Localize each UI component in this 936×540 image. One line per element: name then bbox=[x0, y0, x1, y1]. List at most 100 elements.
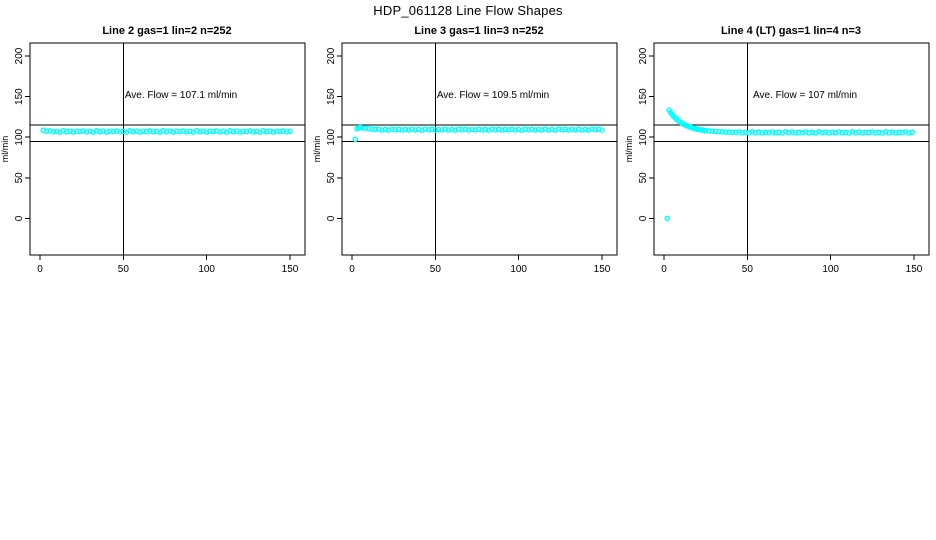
ave-flow-annotation: Ave. Flow = 107 ml/min bbox=[753, 90, 857, 101]
data-point bbox=[709, 128, 716, 135]
data-point bbox=[240, 128, 247, 135]
data-point bbox=[412, 127, 419, 133]
data-point bbox=[465, 127, 472, 133]
data-point bbox=[439, 127, 445, 133]
data-point bbox=[565, 127, 572, 133]
data-point bbox=[379, 127, 385, 133]
data-point bbox=[482, 126, 489, 133]
x-tick-label: 100 bbox=[822, 264, 839, 275]
data-point bbox=[382, 126, 389, 133]
data-point bbox=[77, 128, 83, 135]
data-point bbox=[839, 130, 846, 136]
data-point bbox=[792, 130, 799, 136]
data-point bbox=[177, 128, 183, 135]
data-point bbox=[50, 129, 57, 135]
data-point bbox=[786, 129, 792, 136]
data-point bbox=[722, 129, 729, 135]
data-point bbox=[63, 128, 70, 135]
plot-box bbox=[341, 42, 618, 256]
panel-title: Line 3 gas=1 lin=3 n=252 bbox=[414, 25, 543, 37]
data-point bbox=[107, 128, 113, 135]
ave-flow-annotation: Ave. Flow = 107.1 ml/min bbox=[125, 90, 237, 101]
data-point bbox=[459, 127, 465, 133]
data-point bbox=[752, 129, 759, 136]
data-point bbox=[415, 126, 422, 133]
x-tick-label: 150 bbox=[906, 264, 923, 275]
panels-row: Line 2 gas=1 lin=2 n=252 Ave. Flow = 107… bbox=[0, 25, 930, 275]
ave-flow-annotation: Ave. Flow = 109.5 ml/min bbox=[437, 90, 549, 101]
data-point bbox=[515, 126, 522, 133]
data-point bbox=[909, 129, 916, 136]
data-point bbox=[716, 128, 722, 135]
x-tick-label: 0 bbox=[661, 264, 667, 275]
data-point bbox=[559, 127, 565, 133]
plot-box bbox=[653, 42, 930, 256]
y-tick-label: 150 bbox=[638, 88, 649, 105]
data-point bbox=[732, 129, 739, 136]
y-tick-label: 150 bbox=[14, 88, 25, 105]
data-point bbox=[532, 127, 539, 133]
data-point bbox=[832, 129, 839, 136]
y-axis-label: ml/min bbox=[624, 136, 634, 163]
x-tick-label: 100 bbox=[510, 264, 527, 275]
data-point bbox=[886, 129, 892, 136]
y-tick-label: 0 bbox=[326, 215, 337, 221]
data-point bbox=[826, 130, 832, 136]
panel-title: Line 2 gas=1 lin=2 n=252 bbox=[102, 25, 231, 37]
panel-title: Line 4 (LT) gas=1 lin=4 n=3 bbox=[721, 25, 861, 37]
y-tick-label: 0 bbox=[14, 215, 25, 221]
data-point bbox=[562, 126, 569, 133]
data-point bbox=[529, 126, 535, 133]
data-point bbox=[896, 129, 902, 136]
data-point bbox=[97, 128, 103, 135]
data-point bbox=[759, 130, 766, 136]
data-point bbox=[479, 127, 485, 133]
data-point bbox=[83, 129, 90, 135]
data-point bbox=[852, 129, 859, 136]
data-point bbox=[582, 126, 589, 133]
data-point bbox=[525, 127, 532, 133]
data-point bbox=[492, 127, 499, 133]
data-point bbox=[762, 129, 769, 136]
data-point bbox=[250, 129, 257, 135]
data-point bbox=[230, 128, 237, 135]
x-tick-label: 0 bbox=[37, 264, 43, 275]
data-point bbox=[499, 127, 505, 133]
data-point bbox=[445, 127, 452, 133]
y-tick-label: 100 bbox=[638, 128, 649, 145]
data-point bbox=[395, 126, 402, 133]
data-point bbox=[796, 129, 802, 136]
x-tick-label: 150 bbox=[594, 264, 611, 275]
plot-area: 0 50 100 150 200 0 50 100 150 ml/min bbox=[624, 42, 930, 275]
data-point bbox=[495, 126, 502, 133]
data-point bbox=[776, 129, 782, 136]
data-point bbox=[592, 127, 599, 133]
data-point bbox=[435, 126, 442, 133]
data-point bbox=[399, 127, 405, 133]
data-point bbox=[502, 126, 509, 133]
data-point bbox=[117, 129, 123, 135]
panel-line2-plot: Line 2 gas=1 lin=2 n=252 Ave. Flow = 107… bbox=[0, 25, 306, 275]
y-axis-label: ml/min bbox=[0, 136, 10, 163]
data-point bbox=[462, 126, 469, 133]
y-tick-label: 200 bbox=[638, 47, 649, 64]
data-point bbox=[599, 127, 605, 133]
data-point bbox=[469, 126, 475, 133]
data-point bbox=[163, 128, 170, 135]
panel-line3-plot: Line 3 gas=1 lin=3 n=252 Ave. Flow = 109… bbox=[312, 25, 618, 275]
data-point bbox=[866, 129, 872, 136]
data-point bbox=[352, 136, 359, 143]
y-tick-label: 200 bbox=[326, 47, 337, 64]
data-point bbox=[432, 127, 439, 133]
data-point bbox=[549, 126, 555, 133]
data-point bbox=[539, 127, 545, 133]
data-point bbox=[449, 126, 455, 133]
data-point bbox=[579, 127, 585, 133]
data-point bbox=[197, 128, 203, 135]
x-tick-label: 50 bbox=[430, 264, 442, 275]
data-point bbox=[729, 129, 736, 135]
data-point bbox=[766, 129, 772, 136]
data-point bbox=[207, 128, 213, 135]
y-tick-label: 200 bbox=[14, 47, 25, 64]
